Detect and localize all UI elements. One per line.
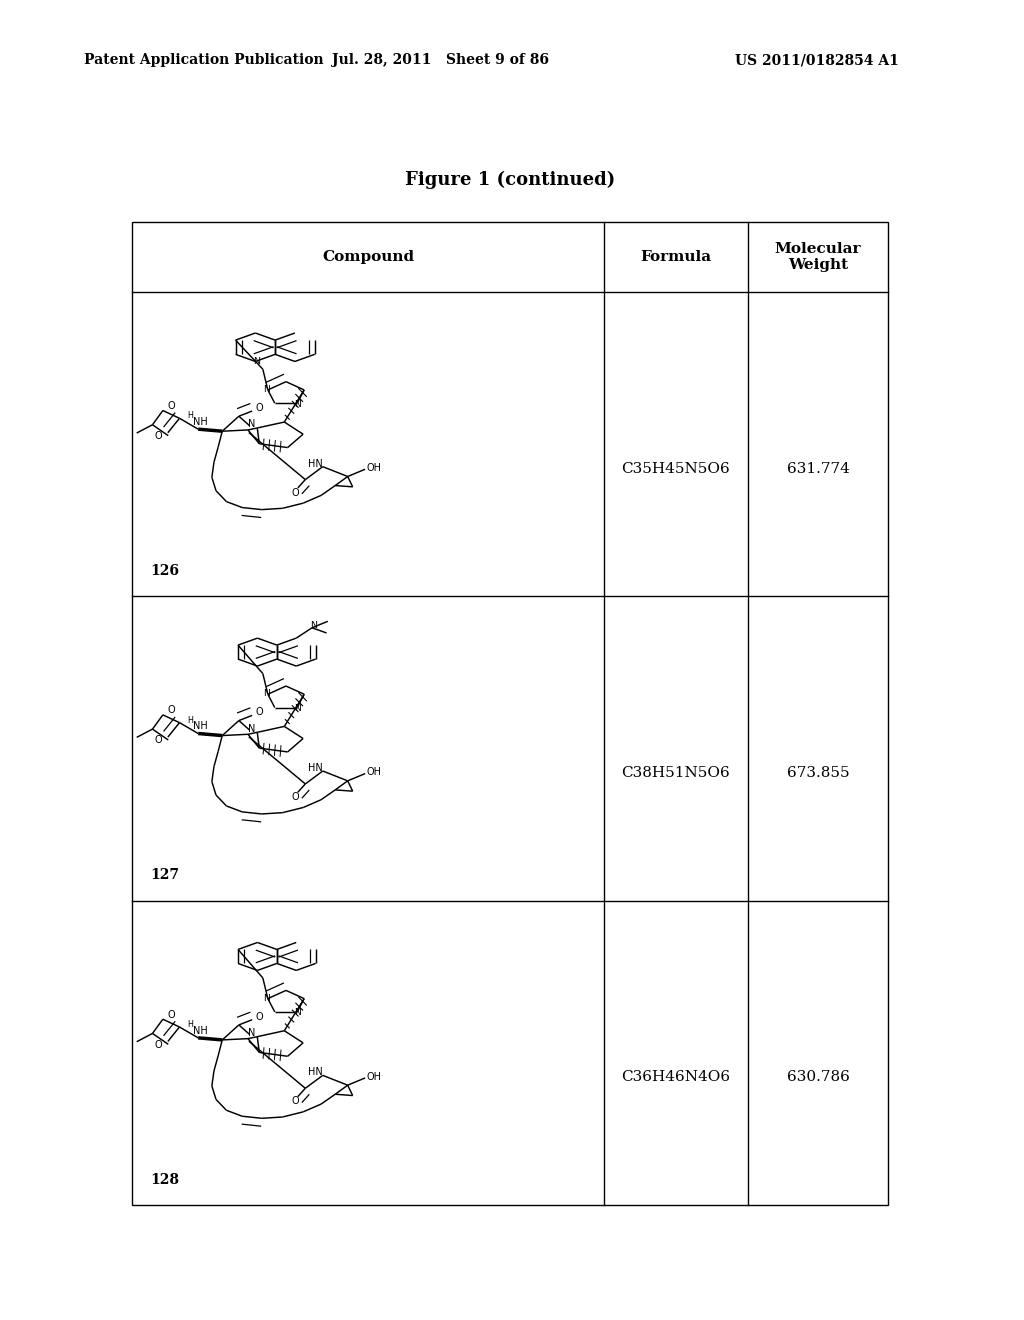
Text: N: N (294, 1008, 301, 1018)
Text: O: O (155, 1040, 163, 1049)
Text: H: H (187, 412, 193, 420)
Text: O: O (291, 487, 299, 498)
Text: Compound: Compound (322, 249, 414, 264)
Text: H: H (187, 1020, 193, 1028)
Text: O: O (155, 430, 163, 441)
Text: OH: OH (367, 1072, 382, 1081)
Text: Jul. 28, 2011   Sheet 9 of 86: Jul. 28, 2011 Sheet 9 of 86 (332, 53, 549, 67)
Text: O: O (256, 1011, 263, 1022)
Text: N: N (248, 420, 255, 429)
Text: N: N (263, 385, 269, 393)
Text: N: N (248, 723, 255, 734)
Text: N: N (248, 1028, 255, 1038)
Text: C35H45N5O6: C35H45N5O6 (622, 462, 730, 475)
Text: O: O (168, 705, 175, 715)
Text: O: O (291, 792, 299, 801)
Text: N: N (294, 704, 301, 713)
Text: HN: HN (308, 763, 323, 774)
Text: H: H (187, 715, 193, 725)
Text: NH: NH (193, 417, 208, 426)
Text: Figure 1 (continued): Figure 1 (continued) (404, 170, 615, 189)
Text: N: N (253, 356, 260, 366)
Text: 630.786: 630.786 (786, 1071, 850, 1084)
Text: HN: HN (308, 458, 323, 469)
Text: N: N (263, 689, 269, 698)
Text: NH: NH (193, 721, 208, 731)
Text: O: O (256, 403, 263, 413)
Text: 673.855: 673.855 (786, 766, 849, 780)
Text: O: O (168, 401, 175, 411)
Text: O: O (155, 735, 163, 746)
Text: O: O (168, 1010, 175, 1020)
Text: 126: 126 (151, 564, 179, 578)
Text: Patent Application Publication: Patent Application Publication (84, 53, 324, 67)
Text: N: N (294, 400, 301, 409)
Text: N: N (310, 620, 317, 630)
Text: NH: NH (193, 1026, 208, 1036)
Text: HN: HN (308, 1068, 323, 1077)
Text: OH: OH (367, 463, 382, 473)
Text: 631.774: 631.774 (786, 462, 850, 475)
Text: US 2011/0182854 A1: US 2011/0182854 A1 (735, 53, 899, 67)
Text: Molecular
Weight: Molecular Weight (775, 242, 861, 272)
Text: C38H51N5O6: C38H51N5O6 (622, 766, 730, 780)
Text: C36H46N4O6: C36H46N4O6 (622, 1071, 730, 1084)
Text: 128: 128 (151, 1172, 179, 1187)
Text: OH: OH (367, 767, 382, 777)
Text: N: N (263, 994, 269, 1003)
Text: Formula: Formula (640, 249, 712, 264)
Text: 127: 127 (151, 869, 179, 882)
Text: O: O (291, 1096, 299, 1106)
Text: O: O (256, 708, 263, 717)
Bar (132, 222, 888, 1205)
